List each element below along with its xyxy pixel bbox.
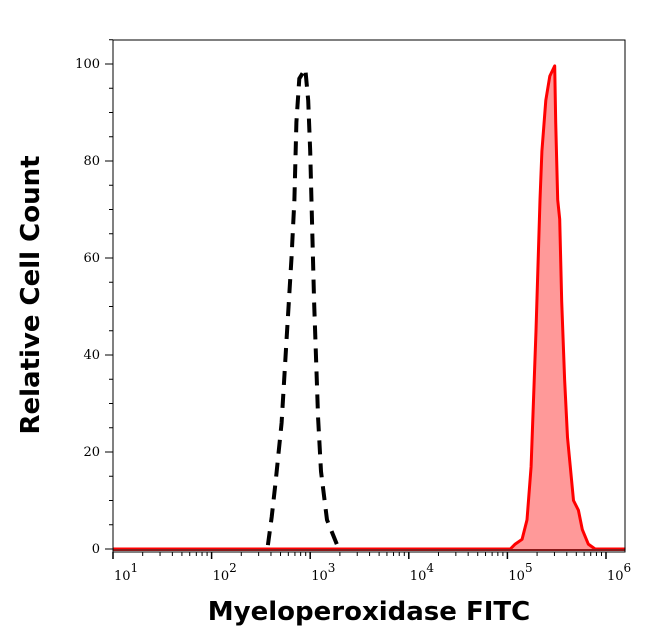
series-line-0	[265, 62, 339, 546]
y-tick-label: 100	[75, 57, 100, 72]
x-axis-title: Myeloperoxidase FITC	[208, 597, 530, 627]
series-fill-1	[113, 65, 626, 550]
y-tick-label: 0	[92, 542, 100, 557]
y-axis-title: Relative Cell Count	[16, 155, 46, 434]
x-tick-label: 105	[508, 561, 532, 584]
x-tick-label: 104	[410, 561, 435, 584]
x-tick-label: 106	[607, 561, 631, 584]
y-tick-label: 20	[83, 445, 100, 460]
series-line-1	[113, 64, 626, 551]
y-tick-label: 60	[83, 251, 100, 266]
y-tick-label: 80	[83, 154, 100, 169]
x-tick-label: 103	[311, 561, 335, 584]
x-tick-label: 102	[213, 561, 237, 584]
y-tick-label: 40	[83, 348, 100, 363]
x-tick-label: 101	[114, 561, 138, 584]
plot-frame	[112, 39, 626, 553]
